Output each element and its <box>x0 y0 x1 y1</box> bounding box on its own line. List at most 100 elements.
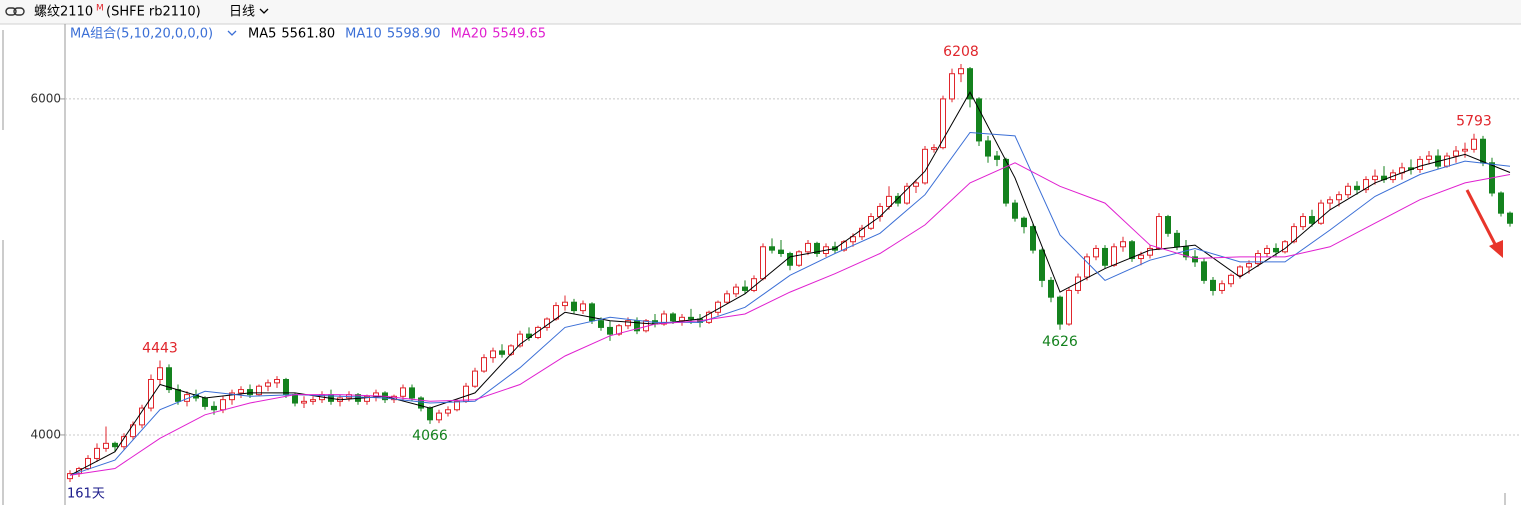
candle-body <box>787 252 793 266</box>
candle-body <box>1003 158 1009 204</box>
candle-body <box>904 185 910 204</box>
candle-body <box>310 399 316 402</box>
candle-body <box>409 387 415 399</box>
candle-body <box>1498 192 1504 214</box>
candle-body <box>1120 241 1126 248</box>
candle-body <box>922 148 928 184</box>
candle-body <box>364 395 370 402</box>
candle-body <box>1354 185 1360 191</box>
exchange: (SHFE rb2110) <box>106 5 201 20</box>
candle-body <box>472 370 478 387</box>
candle-body <box>949 73 955 100</box>
candle-body <box>1363 179 1369 191</box>
candle-body <box>931 147 937 150</box>
candle-body <box>616 325 622 335</box>
candle-body <box>724 293 730 303</box>
candle-body <box>1318 202 1324 224</box>
candle-body <box>283 378 289 396</box>
candle-body <box>247 389 253 396</box>
candle-body <box>508 345 514 355</box>
candle-body <box>175 389 181 402</box>
symbol: 螺纹2110 <box>34 5 93 20</box>
candle-body <box>1093 247 1099 258</box>
candle-body <box>1264 247 1270 254</box>
candle-body <box>517 333 523 347</box>
candle-body <box>670 313 676 322</box>
candle-body <box>1255 252 1261 265</box>
candle-body <box>274 378 280 384</box>
candle-body <box>742 286 748 291</box>
candle-body <box>607 326 613 335</box>
toolbar <box>0 0 1521 24</box>
candle-body <box>625 320 631 327</box>
period-chevron[interactable] <box>259 8 269 14</box>
indicator-chevron[interactable] <box>227 30 237 36</box>
candle-body <box>112 442 118 448</box>
candle-body <box>1246 263 1252 268</box>
period[interactable]: 日线 <box>229 5 255 20</box>
extreme-label: 4443 <box>142 341 178 357</box>
candle-body <box>733 286 739 295</box>
legend-value: 5598.90 <box>387 27 441 42</box>
candle-body <box>1309 216 1315 224</box>
candle-body <box>1444 155 1450 167</box>
candle-body <box>139 407 145 426</box>
candle-body <box>1426 155 1432 160</box>
candle-body <box>1219 283 1225 291</box>
link-icon-part <box>13 7 25 16</box>
indicator-label[interactable]: MA组合(5,10,20,0,0,0) <box>70 27 213 42</box>
arrow <box>1465 189 1499 249</box>
candle-body <box>463 385 469 402</box>
candle-body <box>67 473 73 480</box>
candle-body <box>778 249 784 254</box>
candle-body <box>1174 232 1180 248</box>
candle-body <box>211 405 217 411</box>
candle-body <box>661 313 667 325</box>
legend-name: MA10 <box>345 27 382 42</box>
link-icon[interactable] <box>5 7 25 16</box>
candle-body <box>1210 279 1216 291</box>
extreme-label: 4066 <box>412 428 448 444</box>
candle-body <box>1102 247 1108 266</box>
y-tick-label: 4000 <box>30 427 61 441</box>
candle-body <box>1345 185 1351 196</box>
legend-name: MA20 <box>451 27 488 42</box>
candle-body <box>1372 175 1378 181</box>
candle-body <box>265 382 271 387</box>
candle-body <box>535 326 541 338</box>
arrow-head <box>1489 240 1503 258</box>
candle-body <box>1336 194 1342 201</box>
candle-body <box>1507 212 1513 224</box>
candle-body <box>913 182 919 187</box>
candle-body <box>1156 216 1162 249</box>
candle-body <box>481 357 487 372</box>
candle-body <box>589 303 595 322</box>
candle-body <box>859 227 865 238</box>
candle-body <box>1300 216 1306 228</box>
candle-body <box>1453 150 1459 157</box>
candle-body <box>940 98 946 149</box>
candle-body <box>967 68 973 100</box>
candle-body <box>301 400 307 404</box>
badge: M <box>96 4 104 14</box>
candle-body <box>1165 216 1171 234</box>
candle-body <box>1291 226 1297 243</box>
candle-body <box>1057 296 1063 325</box>
link-icon-part <box>5 7 17 16</box>
candle-body <box>1012 202 1018 219</box>
candle-body <box>760 246 766 280</box>
candle-body <box>1066 289 1072 325</box>
candle-body <box>958 68 964 75</box>
candle-body <box>445 409 451 414</box>
candle-body <box>238 389 244 394</box>
candle-body <box>166 367 172 391</box>
candle-body <box>1462 148 1468 152</box>
candle-body <box>796 251 802 266</box>
candle-body <box>1129 241 1135 260</box>
legend-name: MA5 <box>248 27 276 42</box>
candle-body <box>1192 256 1198 263</box>
candle-body <box>985 140 991 157</box>
candle-body <box>580 303 586 312</box>
candle-body <box>400 387 406 397</box>
